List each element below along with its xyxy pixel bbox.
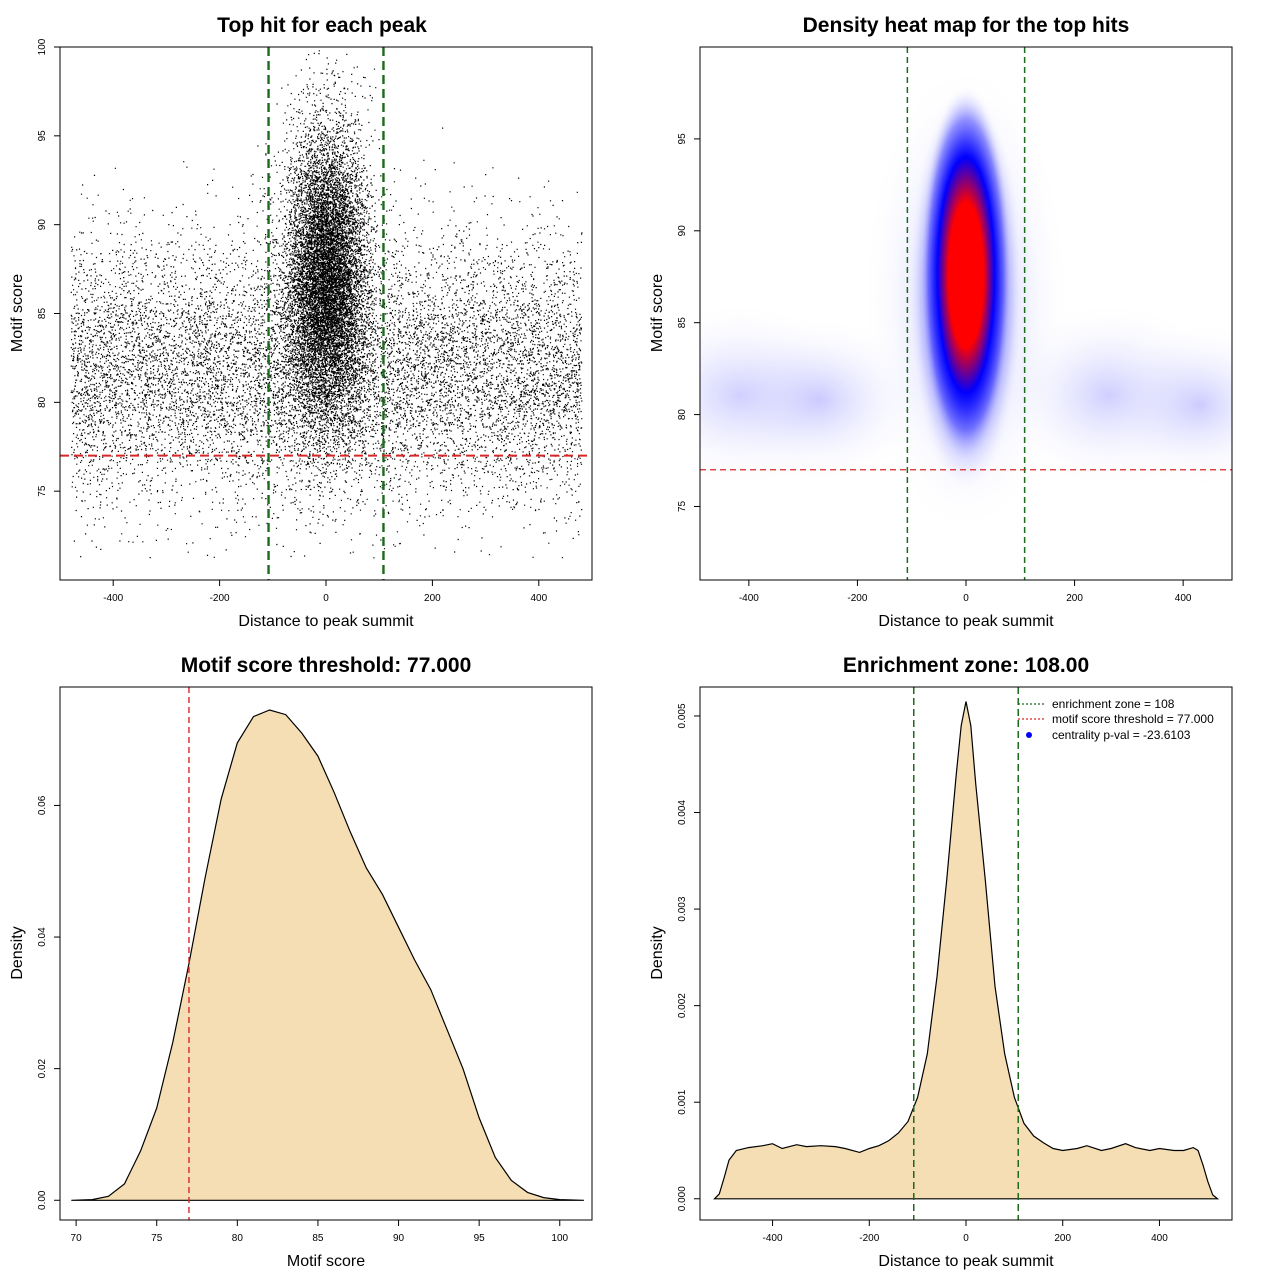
y-axis: 0.00 0.02 0.04 0.06	[37, 795, 61, 1210]
y-tick-label: 90	[37, 219, 48, 231]
x-axis-label: Distance to peak summit	[238, 613, 414, 630]
x-tick-label: 200	[424, 593, 441, 604]
y-tick-label: 0.000	[677, 1186, 688, 1211]
x-axis-label: Motif score	[287, 1253, 365, 1270]
chart-title: Motif score threshold: 77.000	[181, 654, 472, 677]
x-tick-label: 400	[1151, 1233, 1168, 1244]
y-tick-label: 95	[37, 130, 48, 142]
x-tick-label: 0	[963, 593, 969, 604]
y-axis-label: Motif score	[649, 274, 666, 352]
density-curve	[71, 709, 584, 1201]
x-tick-label: 100	[551, 1233, 568, 1244]
legend-label-threshold: motif score threshold = 77.000	[1052, 712, 1214, 726]
y-tick-label: 0.00	[37, 1190, 48, 1210]
x-axis: -400 -200 0 200 400	[739, 579, 1192, 604]
y-tick-label: 75	[677, 500, 688, 512]
x-tick-label: 400	[1175, 593, 1192, 604]
x-tick-label: 400	[530, 593, 547, 604]
x-tick-label: -400	[763, 1233, 783, 1244]
y-tick-label: 85	[37, 308, 48, 320]
density-curve	[713, 701, 1220, 1200]
x-tick-label: 95	[474, 1233, 486, 1244]
y-axis-label: Density	[9, 926, 26, 979]
x-tick-label: 85	[312, 1233, 324, 1244]
legend-label-centrality: centrality p-val = -23.6103	[1052, 728, 1191, 742]
y-tick-label: 100	[37, 38, 48, 55]
x-tick-label: -200	[210, 593, 230, 604]
x-tick-label: 80	[232, 1233, 244, 1244]
y-tick-label: 95	[677, 133, 688, 145]
density-hotspot	[920, 85, 1012, 465]
y-tick-label: 90	[677, 225, 688, 237]
x-tick-label: 0	[963, 1233, 969, 1244]
x-axis-label: Distance to peak summit	[878, 613, 1054, 630]
y-axis-label: Density	[649, 926, 666, 979]
legend-label-enrichment: enrichment zone = 108	[1052, 697, 1175, 711]
y-tick-label: 0.001	[677, 1089, 688, 1114]
chart-title: Enrichment zone: 108.00	[843, 654, 1089, 677]
y-tick-label: 0.06	[37, 795, 48, 815]
x-tick-label: 0	[323, 593, 329, 604]
y-tick-label: 80	[677, 409, 688, 421]
x-tick-label: 75	[151, 1233, 163, 1244]
scatter-points	[70, 50, 583, 559]
y-tick-label: 0.04	[37, 927, 48, 947]
heatmap-surface	[700, 47, 1232, 580]
y-axis: 75 80 85 90 95	[677, 133, 701, 512]
panel-distance-density: Enrichment zone: 108.00 -400 -200 0 200 400 …	[649, 654, 1233, 1270]
x-tick-label: 70	[71, 1233, 83, 1244]
x-axis: -400 -200 0 200 400	[763, 1219, 1168, 1244]
x-tick-label: 90	[393, 1233, 405, 1244]
y-axis-label: Motif score	[9, 274, 26, 352]
x-tick-label: -400	[739, 593, 759, 604]
scatter-point-cloud	[70, 50, 583, 559]
panel-top-hit-scatter: Top hit for each peak -400 -200 0 200 400 75…	[9, 14, 593, 630]
x-tick-label: -400	[103, 593, 123, 604]
y-axis: 75 80 85 90 95 100	[37, 38, 61, 497]
y-tick-label: 0.002	[677, 993, 688, 1018]
chart-title: Top hit for each peak	[217, 14, 427, 37]
y-tick-label: 0.02	[37, 1058, 48, 1078]
legend-swatch-centrality	[1026, 732, 1032, 738]
x-axis: 70 75 80 85 90 95 100	[71, 1219, 569, 1244]
legend: enrichment zone = 108 motif score thresh…	[1018, 697, 1214, 742]
y-tick-label: 0.004	[677, 800, 688, 825]
y-tick-label: 75	[37, 485, 48, 497]
panel-score-density: Motif score threshold: 77.000 70 75 80 85 90…	[9, 654, 593, 1270]
y-tick-label: 0.003	[677, 896, 688, 921]
x-axis: -400 -200 0 200 400	[103, 579, 548, 604]
x-tick-label: 200	[1066, 593, 1083, 604]
y-tick-label: 0.005	[677, 703, 688, 728]
x-axis-label: Distance to peak summit	[878, 1253, 1054, 1270]
y-tick-label: 80	[37, 396, 48, 408]
x-tick-label: -200	[859, 1233, 879, 1244]
chart-title: Density heat map for the top hits	[803, 14, 1130, 37]
panel-density-heatmap: Density heat map for the top hits -400 -2…	[649, 14, 1233, 630]
x-tick-label: 200	[1054, 1233, 1071, 1244]
y-tick-label: 85	[677, 317, 688, 329]
x-tick-label: -200	[847, 593, 867, 604]
y-axis: 0.000 0.001 0.002 0.003 0.004 0.005	[677, 703, 701, 1211]
